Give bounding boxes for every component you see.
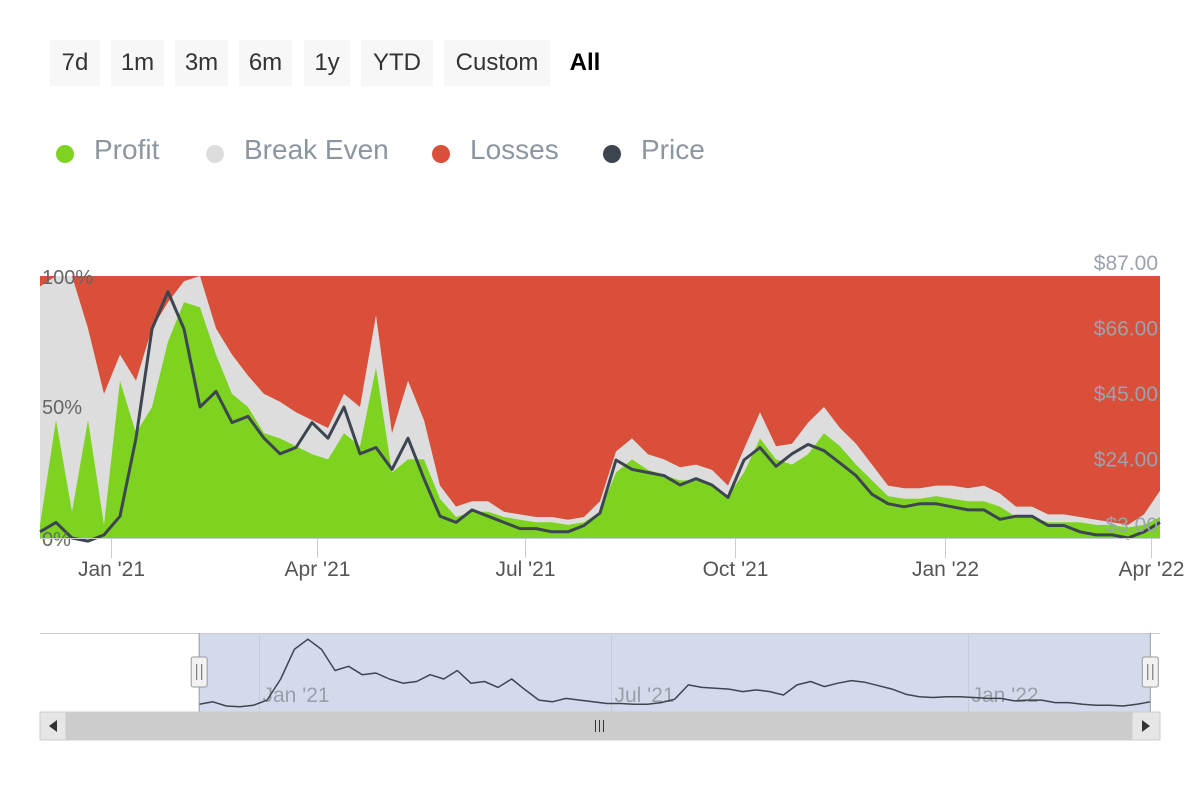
y-right-tick-label: $24.00	[1094, 449, 1158, 472]
navigator-tick-label: Jul '21	[615, 684, 675, 707]
handle-box[interactable]	[190, 656, 208, 688]
x-tick-label: Oct '21	[703, 558, 769, 581]
y-right-tick-label: $3.00	[1105, 514, 1158, 537]
legend-dot-icon	[432, 145, 450, 163]
y-left-tick-label: 0%	[42, 529, 71, 551]
navigator-tick-label: Jan '21	[263, 684, 330, 707]
navigator-tick-label: Jan '22	[972, 684, 1039, 707]
range-button-7d[interactable]: 7d	[50, 40, 100, 86]
legend-dot-icon	[603, 145, 621, 163]
range-button-custom[interactable]: Custom	[444, 40, 550, 86]
x-tick-label: Apr '22	[1119, 558, 1185, 581]
legend-label: Break Even	[244, 134, 389, 165]
plot-area	[39, 276, 1161, 543]
range-button-3m[interactable]: 3m	[175, 40, 228, 86]
navigator-price-line	[199, 638, 1151, 708]
y-right-tick-label: $45.00	[1094, 383, 1158, 406]
scroll-right-button[interactable]	[1131, 711, 1161, 741]
x-tick-label: Apr '21	[285, 558, 351, 581]
handle-box[interactable]	[1141, 656, 1159, 688]
chevron-right-icon	[1142, 720, 1150, 732]
scroll-left-button[interactable]	[39, 711, 67, 741]
range-button-1y[interactable]: 1y	[304, 40, 350, 86]
legend-dot-icon	[56, 145, 74, 163]
legend-label: Profit	[94, 134, 160, 165]
y-axis-right: $3.00 $24.00 $45.00 $66.00 $87.00	[1094, 252, 1158, 537]
x-tick-label: Jul '21	[495, 558, 555, 581]
scrollbar[interactable]	[39, 711, 1161, 741]
y-right-tick-label: $87.00	[1094, 252, 1158, 275]
range-button-6m[interactable]: 6m	[239, 40, 292, 86]
x-tick-label: Jan '22	[912, 558, 979, 581]
legend-dot-icon	[206, 145, 224, 163]
y-axis-left: 0% 50% 100%	[42, 267, 93, 551]
profit-area	[40, 302, 1160, 538]
navigator-left-handle[interactable]	[190, 656, 208, 688]
y-right-tick-label: $66.00	[1094, 318, 1158, 341]
navigator[interactable]: Jan '21 Jul '21 Jan '22	[40, 633, 1160, 712]
legend-label: Losses	[470, 134, 559, 165]
x-tick-label: Jan '21	[78, 558, 145, 581]
chevron-left-icon	[49, 720, 57, 732]
legend-label: Price	[641, 134, 705, 165]
range-button-ytd[interactable]: YTD	[361, 40, 433, 86]
range-button-all[interactable]: All	[561, 40, 609, 86]
navigator-right-handle[interactable]	[1141, 656, 1159, 688]
x-axis: Jan '21 Apr '21 Jul '21 Oct '21 Jan '22 Apr '…	[40, 538, 1184, 581]
y-left-tick-label: 50%	[42, 397, 82, 419]
range-button-1m[interactable]: 1m	[111, 40, 164, 86]
y-left-tick-label: 100%	[42, 267, 93, 289]
price-line	[39, 290, 1161, 543]
